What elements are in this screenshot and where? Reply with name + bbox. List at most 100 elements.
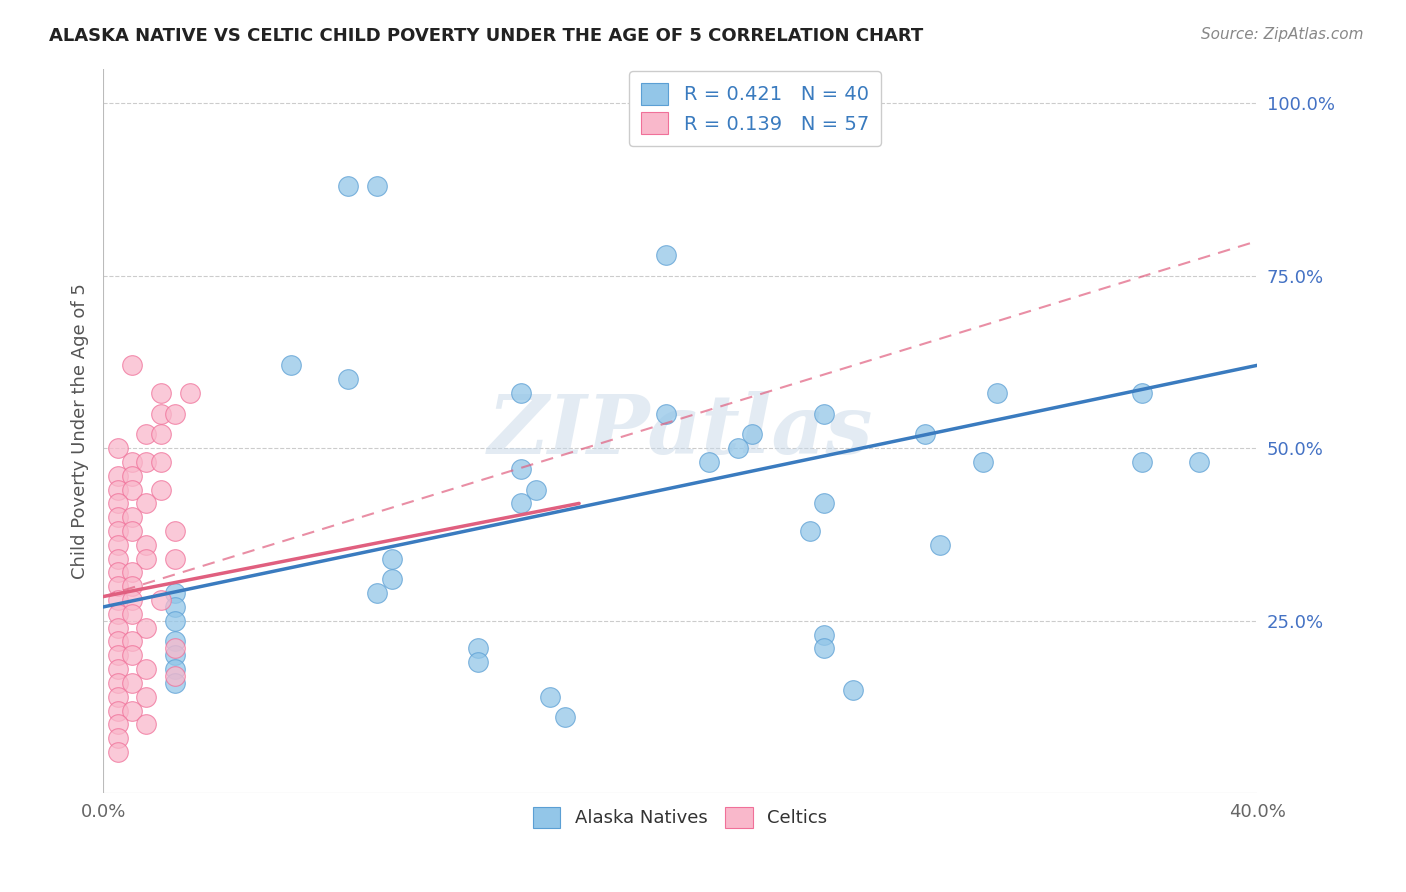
Point [165, 524, 187, 538]
Point [697, 455, 720, 469]
Point [165, 551, 187, 566]
Point [121, 579, 143, 593]
Point [121, 566, 143, 580]
Text: Source: ZipAtlas.com: Source: ZipAtlas.com [1201, 27, 1364, 42]
Point [135, 551, 157, 566]
Point [107, 579, 129, 593]
Point [165, 662, 187, 676]
Point [813, 496, 835, 510]
Point [121, 455, 143, 469]
Point [149, 386, 172, 401]
Point [165, 676, 187, 690]
Point [149, 593, 172, 607]
Point [813, 407, 835, 421]
Point [135, 621, 157, 635]
Point [337, 178, 360, 193]
Point [107, 483, 129, 497]
Point [107, 496, 129, 510]
Point [165, 599, 187, 614]
Point [381, 572, 404, 586]
Point [121, 634, 143, 648]
Point [337, 372, 360, 386]
Point [179, 386, 201, 401]
Point [1130, 455, 1153, 469]
Point [813, 627, 835, 641]
Point [107, 607, 129, 621]
Point [149, 407, 172, 421]
Point [654, 248, 676, 262]
Point [467, 641, 489, 656]
Point [107, 551, 129, 566]
Point [121, 359, 143, 373]
Point [135, 496, 157, 510]
Point [538, 690, 561, 704]
Text: ZIPatlas: ZIPatlas [488, 391, 873, 471]
Point [135, 427, 157, 442]
Point [165, 641, 187, 656]
Point [165, 614, 187, 628]
Point [524, 483, 547, 497]
Point [165, 586, 187, 600]
Point [972, 455, 994, 469]
Point [135, 690, 157, 704]
Point [107, 745, 129, 759]
Point [107, 634, 129, 648]
Point [121, 607, 143, 621]
Point [107, 441, 129, 455]
Point [149, 455, 172, 469]
Point [107, 593, 129, 607]
Point [799, 524, 821, 538]
Point [121, 524, 143, 538]
Point [107, 524, 129, 538]
Point [107, 676, 129, 690]
Point [165, 648, 187, 663]
Point [107, 538, 129, 552]
Point [510, 496, 533, 510]
Point [1188, 455, 1211, 469]
Point [135, 717, 157, 731]
Point [107, 731, 129, 745]
Point [121, 676, 143, 690]
Point [366, 586, 388, 600]
Point [107, 717, 129, 731]
Point [1130, 386, 1153, 401]
Point [107, 566, 129, 580]
Point [510, 386, 533, 401]
Point [107, 690, 129, 704]
Legend: Alaska Natives, Celtics: Alaska Natives, Celtics [526, 800, 834, 835]
Point [107, 662, 129, 676]
Point [121, 648, 143, 663]
Point [149, 483, 172, 497]
Point [165, 407, 187, 421]
Point [121, 468, 143, 483]
Text: ALASKA NATIVE VS CELTIC CHILD POVERTY UNDER THE AGE OF 5 CORRELATION CHART: ALASKA NATIVE VS CELTIC CHILD POVERTY UN… [49, 27, 924, 45]
Point [654, 407, 676, 421]
Point [107, 704, 129, 718]
Point [741, 427, 763, 442]
Point [554, 710, 576, 724]
Point [510, 462, 533, 476]
Point [107, 468, 129, 483]
Point [727, 441, 749, 455]
Point [107, 510, 129, 524]
Point [121, 483, 143, 497]
Point [813, 641, 835, 656]
Point [467, 655, 489, 669]
Point [135, 455, 157, 469]
Point [107, 648, 129, 663]
Point [121, 704, 143, 718]
Y-axis label: Child Poverty Under the Age of 5: Child Poverty Under the Age of 5 [72, 283, 89, 579]
Point [121, 510, 143, 524]
Point [107, 621, 129, 635]
Point [986, 386, 1008, 401]
Point [135, 662, 157, 676]
Point [914, 427, 936, 442]
Point [135, 538, 157, 552]
Point [121, 593, 143, 607]
Point [280, 359, 302, 373]
Point [366, 178, 388, 193]
Point [381, 551, 404, 566]
Point [149, 427, 172, 442]
Point [165, 634, 187, 648]
Point [842, 682, 865, 697]
